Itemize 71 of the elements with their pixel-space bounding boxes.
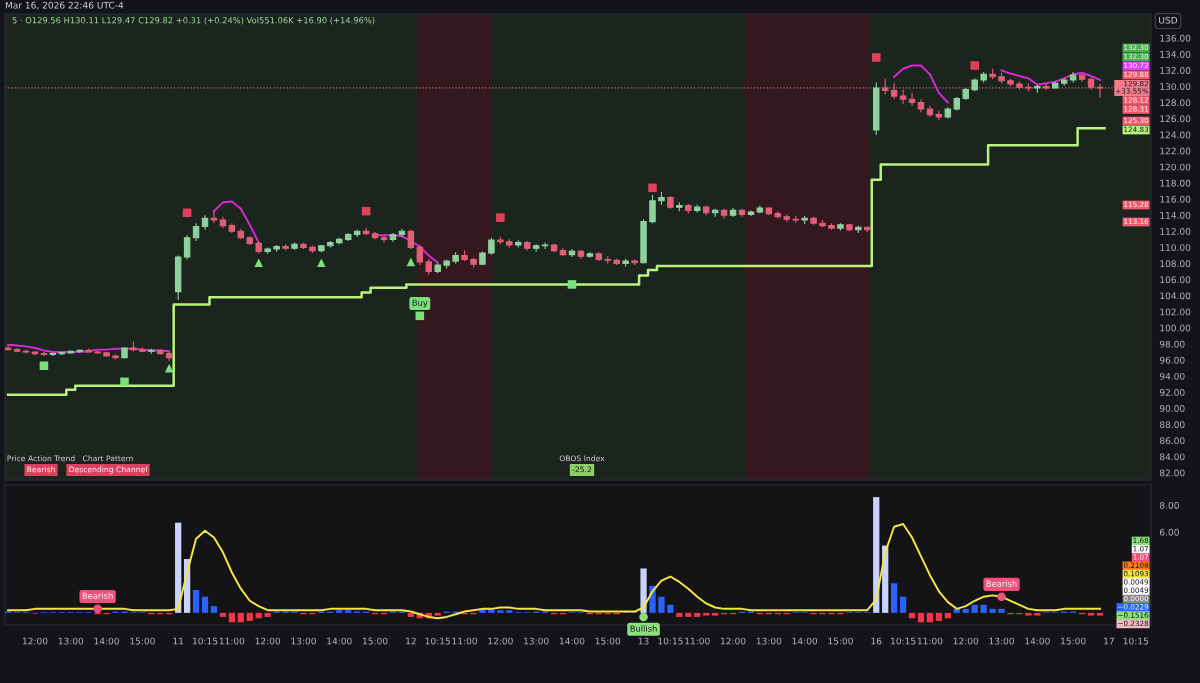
x-tick-label: 10:15 <box>425 637 450 645</box>
x-tick-label: 11:00 <box>452 637 477 645</box>
x-tick-label: 11 <box>173 637 184 645</box>
x-tick-label: 10:15 <box>193 637 218 645</box>
x-tick-label: 14:00 <box>792 637 818 645</box>
x-tick-label: 13:00 <box>756 637 782 645</box>
x-tick-label: 13:00 <box>989 637 1014 645</box>
y-tick-label: 134.00 <box>1160 50 1191 58</box>
x-tick-label: 11:00 <box>917 637 943 645</box>
y-tick-label: 92.00 <box>1159 389 1185 396</box>
y-tick-label: 96.00 <box>1159 356 1185 364</box>
x-tick-label: 12:00 <box>255 637 281 645</box>
y-tick-label: 126.00 <box>1160 115 1191 123</box>
y-tick-label: 136.00 <box>1160 34 1191 42</box>
y-tick-label: 100.00 <box>1160 324 1191 332</box>
y-tick-label: 102.00 <box>1160 308 1191 316</box>
data-label: Bullish <box>630 625 657 632</box>
y-tick-label: 112.00 <box>1160 228 1191 235</box>
x-tick-label: 13 <box>638 637 649 645</box>
y-tick-label: 130.00 <box>1160 83 1191 90</box>
x-tick-label: 12 <box>406 637 416 645</box>
x-tick-label: 13:00 <box>291 637 316 645</box>
y-tick-label: 110.00 <box>1160 244 1191 251</box>
x-tick-label: 16 <box>871 637 882 645</box>
y-tick-label: 120.00 <box>1160 163 1191 171</box>
y-tick-label: 84.00 <box>1159 453 1185 461</box>
data-label: Bearish <box>82 592 113 599</box>
x-tick-label: 14:00 <box>559 637 585 645</box>
y-tick-label: 128.00 <box>1160 99 1191 107</box>
y-tick-label: 82.00 <box>1159 469 1185 477</box>
chart-title: Mar 16, 2026 22:46 UTC-4 <box>5 1 124 10</box>
y-tick-label: 6.00 <box>1159 528 1179 536</box>
x-tick-label: 17 <box>1104 637 1114 645</box>
x-tick-label: 15:00 <box>363 637 388 645</box>
y-tick-label: 88.00 <box>1159 421 1185 429</box>
x-tick-label: 15:00 <box>828 637 853 645</box>
y-tick-label: 124.00 <box>1160 131 1191 139</box>
x-tick-label: 11:00 <box>685 637 710 645</box>
x-tick-label: 14:00 <box>94 637 119 645</box>
x-tick-label: 10:15 <box>658 637 683 645</box>
y-tick-label: 108.00 <box>1160 260 1191 268</box>
y-tick-label: 86.00 <box>1159 437 1185 445</box>
y-tick-label: 122.00 <box>1160 147 1191 155</box>
x-tick-label: 15:00 <box>130 637 155 645</box>
x-tick-label: 13:00 <box>524 637 549 645</box>
x-tick-label: 14:00 <box>1025 637 1050 645</box>
y-tick-label: 104.00 <box>1160 292 1191 300</box>
x-tick-label: 11:00 <box>219 637 245 645</box>
y-axis-title: USD <box>1159 16 1178 24</box>
chart-subtitle: 5 · O129.56 H130.11 L129.47 C129.82 +0.31 (+0.24%) Vol551.06K +16.90 (+14.96%) <box>12 16 375 25</box>
y-tick-label: 98.00 <box>1159 340 1185 348</box>
x-tick-label: 12:00 <box>22 637 48 645</box>
x-tick-label: 12:00 <box>953 637 979 645</box>
y-tick-label: 106.00 <box>1160 276 1191 284</box>
y-tick-label: 118.00 <box>1160 179 1191 187</box>
x-tick-label: 15:00 <box>595 637 621 645</box>
x-tick-label: 10:15 <box>1123 637 1149 645</box>
x-tick-label: 13:00 <box>58 637 84 645</box>
x-tick-label: 15:00 <box>1061 637 1086 645</box>
y-tick-label: 94.00 <box>1159 372 1185 380</box>
data-label: Bearish <box>986 580 1017 587</box>
x-tick-label: 12:00 <box>488 637 513 645</box>
y-tick-label: 8.00 <box>1159 501 1179 509</box>
y-tick-label: 116.00 <box>1160 195 1191 203</box>
data-label: Buy <box>412 299 428 308</box>
x-tick-label: 12:00 <box>721 637 746 645</box>
y-tick-label: 90.00 <box>1159 405 1185 412</box>
x-tick-label: 14:00 <box>327 637 352 645</box>
y-tick-label: 114.00 <box>1160 211 1191 219</box>
x-tick-label: 10:15 <box>891 637 916 645</box>
y-tick-label: 132.00 <box>1160 67 1191 74</box>
